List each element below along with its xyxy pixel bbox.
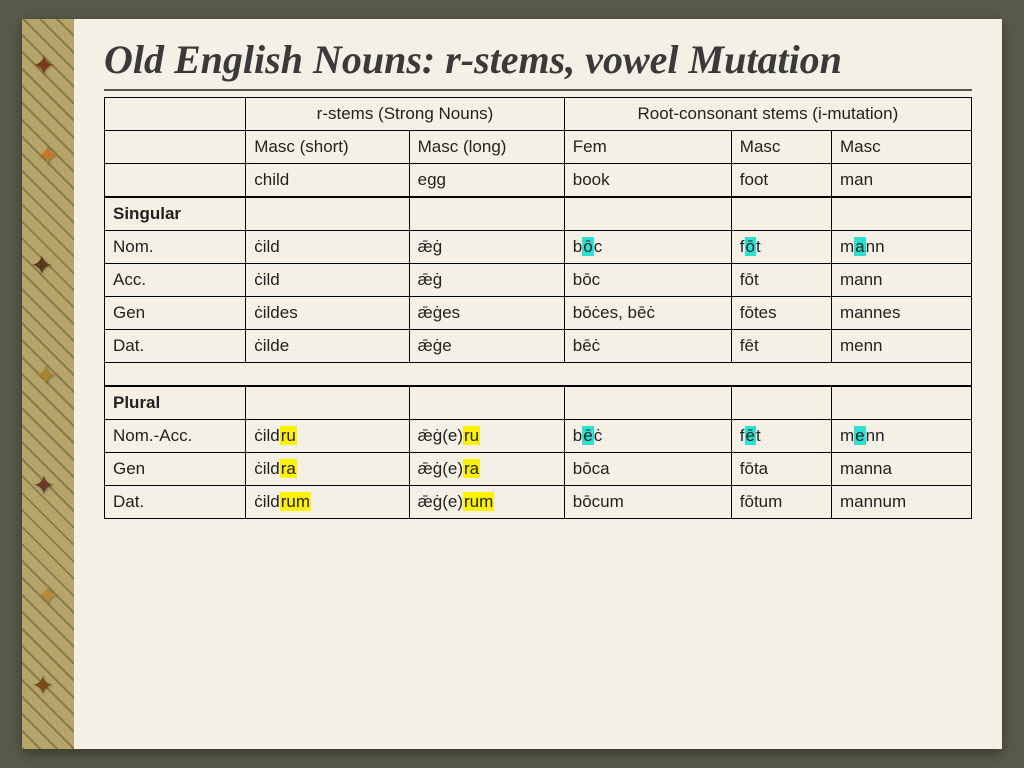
cell: ċildru (246, 420, 409, 453)
col-header: Fem (564, 131, 731, 164)
section-label: Plural (105, 386, 246, 420)
cell: ċildrum (246, 486, 409, 519)
cell: bōċes, bēċ (564, 297, 731, 330)
col-header: Masc (731, 131, 831, 164)
col-header: Masc (831, 131, 971, 164)
cell: bōcum (564, 486, 731, 519)
header-gender-row: Masc (short) Masc (long) Fem Masc Masc (105, 131, 972, 164)
cell: fōtes (731, 297, 831, 330)
case-label: Gen (105, 453, 246, 486)
gloss: egg (409, 164, 564, 198)
cell: fēt (731, 420, 831, 453)
leaf-icon: ✦ (36, 139, 59, 173)
leaf-icon: ✦ (34, 359, 57, 393)
gloss: book (564, 164, 731, 198)
cell: fōtum (731, 486, 831, 519)
case-label: Nom. (105, 231, 246, 264)
slide: ✦ ✦ ✦ ✦ ✦ ✦ ✦ Old English Nouns: r-stems… (22, 19, 1002, 749)
cell: ǣġes (409, 297, 564, 330)
leaf-icon: ✦ (31, 669, 54, 703)
cell: ǣġ(e)rum (409, 486, 564, 519)
cell: bēċ (564, 330, 731, 363)
leaf-icon: ✦ (32, 49, 55, 83)
row-sg-gen: Gen ċildes ǣġes bōċes, bēċ fōtes mannes (105, 297, 972, 330)
section-singular: Singular (105, 197, 972, 231)
cell: ċild (246, 231, 409, 264)
row-pl-nomacc: Nom.-Acc. ċildru ǣġ(e)ru bēċ fēt menn (105, 420, 972, 453)
cell: mann (831, 231, 971, 264)
gloss: foot (731, 164, 831, 198)
cell: menn (831, 420, 971, 453)
gloss: child (246, 164, 409, 198)
cell: fōt (731, 264, 831, 297)
row-sg-dat: Dat. ċilde ǣġe bēċ fēt menn (105, 330, 972, 363)
cell: menn (831, 330, 971, 363)
case-label: Dat. (105, 486, 246, 519)
gloss: man (831, 164, 971, 198)
cell: ǣġe (409, 330, 564, 363)
cell: manna (831, 453, 971, 486)
row-sg-nom: Nom. ċild ǣġ bōc fōt mann (105, 231, 972, 264)
section-plural: Plural (105, 386, 972, 420)
case-label: Dat. (105, 330, 246, 363)
cell: ċild (246, 264, 409, 297)
row-pl-dat: Dat. ċildrum ǣġ(e)rum bōcum fōtum mannum (105, 486, 972, 519)
slide-title: Old English Nouns: r-stems, vowel Mutati… (104, 37, 972, 91)
cell: ǣġ(e)ru (409, 420, 564, 453)
cell: ǣġ(e)ra (409, 453, 564, 486)
section-label: Singular (105, 197, 246, 231)
cell: bōc (564, 264, 731, 297)
header-gloss-row: child egg book foot man (105, 164, 972, 198)
group-header: r-stems (Strong Nouns) (246, 98, 565, 131)
cell: ċildes (246, 297, 409, 330)
cell: ċilde (246, 330, 409, 363)
case-label: Gen (105, 297, 246, 330)
leaf-icon: ✦ (36, 579, 59, 613)
cell: ċildra (246, 453, 409, 486)
group-header: Root-consonant stems (i-mutation) (564, 98, 971, 131)
cell: ǣġ (409, 231, 564, 264)
cell: mannum (831, 486, 971, 519)
row-pl-gen: Gen ċildra ǣġ(e)ra bōca fōta manna (105, 453, 972, 486)
cell: mann (831, 264, 971, 297)
cell: bōc (564, 231, 731, 264)
case-label: Nom.-Acc. (105, 420, 246, 453)
header-group-row: r-stems (Strong Nouns) Root-consonant st… (105, 98, 972, 131)
cell: fōta (731, 453, 831, 486)
case-label: Acc. (105, 264, 246, 297)
leaf-icon: ✦ (32, 469, 55, 503)
col-header: Masc (long) (409, 131, 564, 164)
cell: mannes (831, 297, 971, 330)
cell: ǣġ (409, 264, 564, 297)
cell: fōt (731, 231, 831, 264)
cell: bōca (564, 453, 731, 486)
cell: fēt (731, 330, 831, 363)
spacer-row (105, 363, 972, 387)
cell: bēċ (564, 420, 731, 453)
declension-table: r-stems (Strong Nouns) Root-consonant st… (104, 97, 972, 519)
decorative-sidebar: ✦ ✦ ✦ ✦ ✦ ✦ ✦ (22, 19, 74, 749)
slide-body: Old English Nouns: r-stems, vowel Mutati… (74, 19, 1002, 749)
col-header: Masc (short) (246, 131, 409, 164)
leaf-icon: ✦ (30, 249, 53, 283)
row-sg-acc: Acc. ċild ǣġ bōc fōt mann (105, 264, 972, 297)
